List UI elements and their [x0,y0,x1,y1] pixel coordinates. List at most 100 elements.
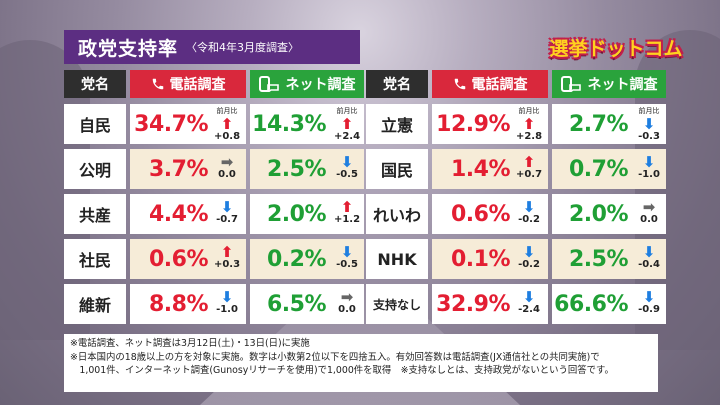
phone-change-value: -0.2 [518,259,540,270]
arrow-down-icon: ⬇ [522,198,536,216]
net-change-value: 0.0 [640,214,658,225]
phone-rate: 3.7% [148,156,209,182]
logo: 選挙ドットコム [549,37,683,60]
phone-rate-cell: 4.4% ⬇ -0.7 [130,194,246,234]
party-name: 支持なし [366,284,428,324]
header-net-survey: ネット調査 [552,70,666,98]
title-box: 政党支持率 〈令和4年3月度調査〉 [64,30,360,64]
net-rate-cell: 0.2% ⬇ -0.5 [250,239,364,279]
arrow-up-icon: ⬆ [340,198,354,216]
arrow-down-icon: ⬇ [340,153,354,171]
phone-change-value: +0.8 [213,131,241,142]
phone-change: ⬇ -0.2 [514,198,544,226]
header-party: 党名 [366,70,428,98]
phone-icon [151,77,165,91]
page-title: 政党支持率 [78,37,179,60]
party-name: 共産 [64,194,126,234]
phone-change: ⬆ +0.7 [514,153,544,181]
phone-rate: 0.6% [148,246,209,272]
net-change-value: -1.0 [638,169,660,180]
net-rate: 14.3% [252,111,326,137]
phone-change-value: +0.3 [213,259,241,270]
net-change: ⬇ -0.5 [332,153,362,181]
phone-rate: 1.4% [450,156,511,182]
phone-change-value: -0.7 [216,214,238,225]
net-rate-cell: 0.7% ⬇ -1.0 [552,149,666,189]
net-change-value: +1.2 [333,214,361,225]
header-phone-label: 電話調査 [471,77,528,93]
net-rate: 0.7% [568,156,629,182]
phone-change-value: +2.8 [515,131,543,142]
net-rate-cell: 2.5% ⬇ -0.4 [552,239,666,279]
net-rate: 0.2% [266,246,327,272]
phone-change-value: -2.4 [518,304,540,315]
party-name: 維新 [64,284,126,324]
phone-change: ⬇ -0.2 [514,245,544,271]
arrow-flat-icon: ➡ [220,153,234,171]
arrow-down-icon: ⬇ [642,288,656,306]
arrow-up-icon: ⬆ [522,153,536,171]
phone-change: 前月比 ⬆ +2.8 [514,106,544,142]
net-rate: 2.5% [266,156,327,182]
header-phone-label: 電話調査 [169,77,226,93]
phone-rate: 32.9% [436,291,510,317]
party-name: 自民 [64,104,126,144]
arrow-down-icon: ⬇ [220,198,234,216]
smartphone-chat-icon [560,76,583,92]
net-rate-cell: 66.6% ⬇ -0.9 [552,284,666,324]
phone-change: ⬇ -1.0 [212,290,242,316]
header-phone-survey: 電話調査 [432,70,548,98]
net-change: ⬆ +1.2 [332,198,362,226]
header-net-label: ネット調査 [285,77,356,93]
arrow-up-icon: ⬆ [340,115,354,133]
net-change-value: 0.0 [338,304,356,315]
phone-rate: 34.7% [134,111,208,137]
net-rate: 2.0% [266,201,327,227]
net-change: ⬇ -0.9 [634,288,664,316]
arrow-down-icon: ⬇ [522,288,536,306]
arrow-flat-icon: ➡ [340,288,354,306]
net-change: ➡ 0.0 [634,200,664,226]
net-change: 前月比 ⬇ -0.3 [634,106,664,142]
smartphone-chat-icon [258,76,281,92]
change-label: 前月比 [638,107,660,115]
arrow-up-icon: ⬆ [220,243,234,261]
phone-change-value: +0.7 [515,169,543,180]
phone-change: ➡ 0.0 [212,153,242,181]
party-name: 立憲 [366,104,428,144]
net-rate: 6.5% [266,291,327,317]
net-rate: 2.5% [568,246,629,272]
phone-rate-cell: 34.7% 前月比 ⬆ +0.8 [130,104,246,144]
net-rate-cell: 6.5% ➡ 0.0 [250,284,364,324]
notes-box: ※電話調査、ネット調査は3月12日(土)・13日(日)に実施 ※日本国内の18歳… [64,334,658,392]
net-rate: 2.0% [568,201,629,227]
phone-rate: 4.4% [148,201,209,227]
net-change-value: -0.3 [638,131,660,142]
change-label: 前月比 [216,107,238,115]
header-net-label: ネット調査 [587,77,658,93]
phone-change-value: 0.0 [218,169,236,180]
net-change: ⬇ -0.4 [634,243,664,271]
net-rate: 2.7% [568,111,629,137]
note-line: ※日本国内の18歳以上の方を対象に実施。数字は小数第2位以下を四捨五入。有効回答… [70,351,600,363]
phone-rate: 0.1% [450,246,511,272]
net-change: ➡ 0.0 [332,288,362,316]
net-change-value: -0.5 [336,259,358,270]
net-change: 前月比 ⬆ +2.4 [332,106,362,142]
arrow-down-icon: ⬇ [642,243,656,261]
net-rate: 66.6% [554,291,628,317]
net-rate-cell: 2.0% ⬆ +1.2 [250,194,364,234]
phone-rate-cell: 1.4% ⬆ +0.7 [432,149,548,189]
phone-rate-cell: 0.1% ⬇ -0.2 [432,239,548,279]
phone-change: ⬇ -0.7 [212,198,242,226]
phone-change-value: -0.2 [518,214,540,225]
header-phone-survey: 電話調査 [130,70,246,98]
arrow-down-icon: ⬇ [340,243,354,261]
phone-rate-cell: 8.8% ⬇ -1.0 [130,284,246,324]
header-net-survey: ネット調査 [250,70,364,98]
change-label: 前月比 [518,107,540,115]
header-party: 党名 [64,70,126,98]
phone-change-value: -1.0 [216,304,238,315]
phone-change: ⬆ +0.3 [212,243,242,271]
note-line: 1,001件、インターネット調査(Gunosyリサーチを使用)で1,000件を取… [70,365,614,376]
